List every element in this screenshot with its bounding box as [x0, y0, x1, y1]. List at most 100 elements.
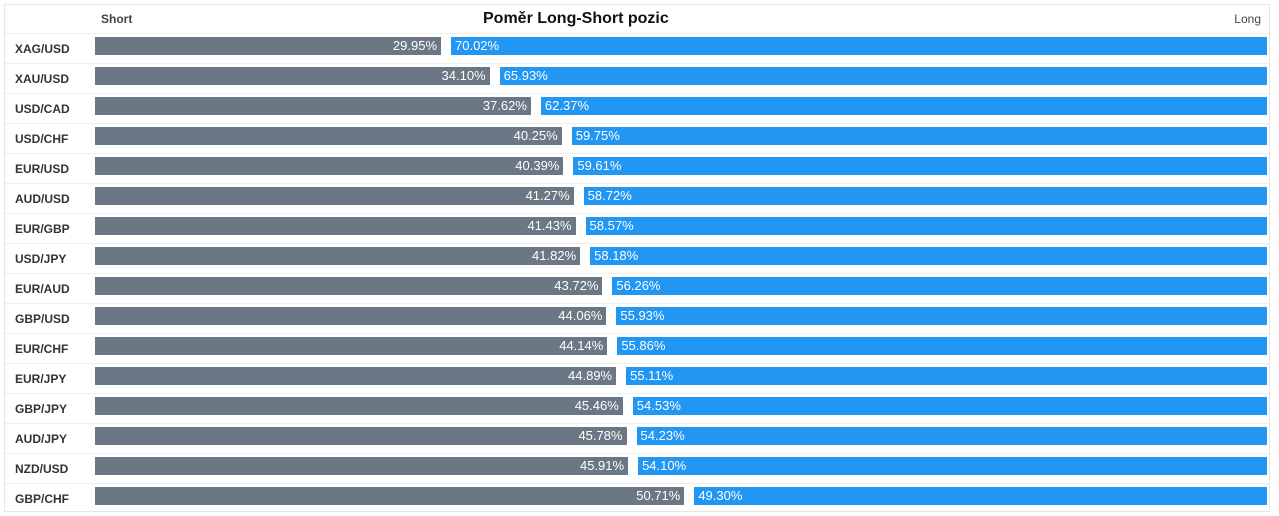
short-bar — [95, 457, 629, 475]
table-row: AUD/USD 41.27% 58.72% — [5, 183, 1269, 213]
short-bar — [95, 67, 490, 85]
short-bar — [95, 217, 576, 235]
long-value-label: 56.26% — [616, 278, 661, 293]
long-value-label: 54.23% — [640, 428, 685, 443]
long-value-label: 59.75% — [575, 128, 620, 143]
long-bar — [585, 217, 1267, 235]
short-bar — [95, 277, 603, 295]
short-value-label: 45.78% — [578, 428, 623, 443]
pair-label: NZD/USD — [15, 462, 69, 476]
table-row: GBP/USD 44.06% 55.93% — [5, 303, 1269, 333]
pair-label: GBP/USD — [15, 312, 70, 326]
long-short-ratio-widget: Short Poměr Long-Short pozic Long XAG/US… — [4, 4, 1270, 512]
long-bar — [590, 247, 1267, 265]
pair-label: GBP/CHF — [15, 492, 69, 506]
long-bar — [583, 187, 1267, 205]
long-value-label: 54.10% — [642, 458, 687, 473]
table-row: GBP/JPY 45.46% 54.53% — [5, 393, 1269, 423]
pair-label: XAG/USD — [15, 42, 70, 56]
table-row: USD/CHF 40.25% 59.75% — [5, 123, 1269, 153]
long-bar — [616, 307, 1267, 325]
table-row: AUD/JPY 45.78% 54.23% — [5, 423, 1269, 453]
long-bar — [626, 367, 1267, 385]
short-bar — [95, 427, 627, 445]
short-value-label: 50.71% — [636, 488, 681, 503]
long-value-label: 55.11% — [630, 368, 674, 383]
long-bar — [540, 97, 1267, 115]
table-row: USD/JPY 41.82% 58.18% — [5, 243, 1269, 273]
pair-label: USD/CHF — [15, 132, 69, 146]
long-bar — [694, 487, 1267, 505]
long-bar — [617, 337, 1267, 355]
short-value-label: 41.82% — [532, 248, 577, 263]
table-row: XAG/USD 29.95% 70.02% — [5, 33, 1269, 63]
pair-label: USD/JPY — [15, 252, 67, 266]
long-value-label: 59.61% — [577, 158, 622, 173]
short-value-label: 37.62% — [482, 98, 527, 113]
short-bar — [95, 127, 562, 145]
short-value-label: 41.27% — [525, 188, 570, 203]
short-value-label: 43.72% — [554, 278, 599, 293]
table-row: EUR/GBP 41.43% 58.57% — [5, 213, 1269, 243]
long-bar — [451, 37, 1267, 55]
pair-label: XAU/USD — [15, 72, 70, 86]
pair-label: EUR/CHF — [15, 342, 69, 356]
short-value-label: 40.25% — [513, 128, 558, 143]
long-bar — [573, 157, 1267, 175]
long-value-label: 70.02% — [455, 38, 500, 53]
short-bar — [95, 487, 685, 505]
short-value-label: 45.46% — [574, 398, 619, 413]
long-value-label: 55.86% — [621, 338, 666, 353]
short-bar — [95, 97, 531, 115]
long-bar — [636, 427, 1267, 445]
long-bar — [499, 67, 1267, 85]
long-legend-label: Long — [1234, 12, 1261, 26]
short-bar — [95, 367, 617, 385]
table-row: EUR/CHF 44.14% 55.86% — [5, 333, 1269, 363]
long-value-label: 65.93% — [503, 68, 548, 83]
long-value-label: 58.57% — [589, 218, 634, 233]
long-value-label: 58.72% — [587, 188, 632, 203]
short-bar — [95, 397, 623, 415]
short-value-label: 40.39% — [515, 158, 560, 173]
pair-label: EUR/JPY — [15, 372, 67, 386]
short-value-label: 45.91% — [579, 458, 625, 473]
table-row: EUR/JPY 44.89% 55.11% — [5, 363, 1269, 393]
long-bar — [612, 277, 1267, 295]
short-bar — [95, 187, 574, 205]
short-bar — [95, 307, 607, 325]
long-bar — [571, 127, 1267, 145]
pair-label: AUD/USD — [15, 192, 70, 206]
short-value-label: 41.43% — [527, 218, 572, 233]
long-value-label: 58.18% — [594, 248, 639, 263]
pair-label: EUR/USD — [15, 162, 70, 176]
long-value-label: 54.53% — [636, 398, 681, 413]
pair-label: EUR/AUD — [15, 282, 70, 296]
short-bar — [95, 337, 608, 355]
short-value-label: 44.14% — [559, 338, 604, 353]
table-row: GBP/CHF 50.71% 49.30% — [5, 483, 1269, 513]
short-value-label: 29.95% — [392, 38, 437, 53]
long-value-label: 62.37% — [544, 98, 589, 113]
pair-label: AUD/JPY — [15, 432, 68, 446]
long-bar — [638, 457, 1267, 475]
short-bar — [95, 247, 581, 265]
pair-label: USD/CAD — [15, 102, 70, 116]
short-bar — [95, 157, 564, 175]
long-value-label: 49.30% — [698, 488, 743, 503]
table-row: EUR/USD 40.39% 59.61% — [5, 153, 1269, 183]
table-row: EUR/AUD 43.72% 56.26% — [5, 273, 1269, 303]
pair-label: GBP/JPY — [15, 402, 68, 416]
table-row: NZD/USD 45.91% 54.10% — [5, 453, 1269, 483]
short-value-label: 44.89% — [568, 368, 613, 383]
table-row: USD/CAD 37.62% 62.37% — [5, 93, 1269, 123]
chart-header: Short Poměr Long-Short pozic Long — [5, 5, 1269, 33]
long-bar — [632, 397, 1267, 415]
pair-label: EUR/GBP — [15, 222, 70, 236]
long-value-label: 55.93% — [620, 308, 665, 323]
short-legend-label: Short — [101, 12, 133, 26]
table-row: XAU/USD 34.10% 65.93% — [5, 63, 1269, 93]
chart-title: Poměr Long-Short pozic — [483, 10, 669, 27]
short-value-label: 34.10% — [441, 68, 486, 83]
short-bar — [95, 37, 441, 55]
